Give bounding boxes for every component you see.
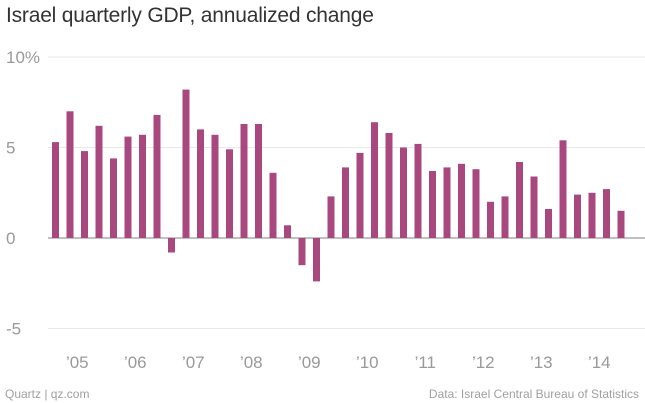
bar-2007-q4 [211, 134, 219, 238]
bar-2014-q2 [588, 192, 596, 239]
y-tick-label: 5 [6, 139, 15, 158]
bar-2013-q2 [530, 176, 538, 238]
footer-source: Data: Israel Central Bureau of Statistic… [428, 387, 639, 401]
bar-2013-q1 [516, 162, 523, 238]
x-tick-label: ’05 [66, 353, 89, 372]
bar-2007-q3 [197, 129, 204, 238]
bar-2009-q2 [298, 238, 306, 266]
bar-2010-q3 [371, 122, 378, 238]
bar-2007-q2 [182, 89, 190, 238]
bar-2005-q2 [66, 111, 74, 238]
bar-2005-q3 [81, 151, 88, 238]
bar-2014-q4 [617, 210, 625, 238]
bar-2011-q1 [400, 147, 407, 238]
bar-2009-q3 [313, 238, 320, 282]
bar-2012-q2 [472, 169, 480, 238]
bar-2011-q4 [443, 167, 451, 238]
bar-series [52, 89, 625, 282]
bar-2012-q4 [501, 196, 509, 238]
x-tick-label: ’14 [588, 353, 611, 372]
bar-2012-q3 [487, 201, 494, 238]
x-tick-label: ’11 [415, 353, 436, 372]
bar-2005-q1 [52, 142, 59, 238]
x-tick-label: ’09 [298, 353, 321, 372]
bar-2008-q3 [255, 124, 262, 238]
bar-2007-q1 [168, 238, 175, 253]
x-tick-label: ’08 [240, 353, 263, 372]
bar-2005-q4 [95, 125, 103, 238]
bar-2009-q1 [284, 225, 291, 238]
x-tick-label: ’13 [530, 353, 553, 372]
bar-2010-q4 [385, 133, 393, 238]
x-tick-label: ’10 [356, 353, 379, 372]
bar-2008-q1 [226, 149, 233, 238]
bar-2006-q2 [124, 136, 132, 238]
bar-2009-q4 [327, 196, 335, 238]
y-tick-label: 0 [6, 229, 15, 248]
y-tick-label: -5 [6, 320, 21, 339]
bar-2010-q2 [356, 152, 364, 238]
x-tick-label: ’12 [472, 353, 495, 372]
chart-title: Israel quarterly GDP, annualized change [6, 4, 374, 27]
bar-2008-q2 [240, 124, 248, 238]
bar-2014-q3 [603, 189, 610, 238]
bar-2006-q4 [153, 114, 161, 238]
bar-2013-q4 [559, 140, 567, 238]
bar-2006-q3 [139, 134, 146, 238]
bar-2006-q1 [110, 158, 117, 238]
bar-2011-q2 [414, 143, 422, 238]
y-tick-label: 10% [6, 48, 40, 67]
x-axis-ticks: ’05 ’06 ’07 ’08 ’09 ’10 ’11 ’12 ’13 ’14 [66, 353, 611, 372]
footer-credit: Quartz | qz.com [5, 387, 90, 401]
x-tick-label: ’06 [124, 353, 147, 372]
bar-2010-q1 [342, 167, 349, 238]
x-tick-label: ’07 [182, 353, 205, 372]
bar-2011-q3 [429, 171, 436, 238]
y-axis-ticks: 10% 5 0 -5 [6, 48, 40, 339]
bar-2012-q1 [458, 163, 465, 238]
bar-2013-q3 [545, 209, 552, 238]
bar-2008-q4 [269, 172, 277, 238]
bar-2014-q1 [574, 194, 581, 238]
